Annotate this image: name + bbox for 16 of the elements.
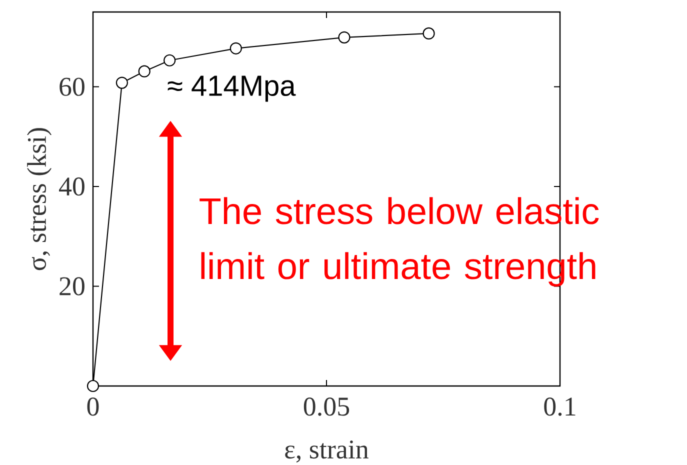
point	[422, 27, 435, 40]
x-tick-label: 0.05	[304, 398, 350, 416]
point	[230, 42, 242, 54]
point	[116, 76, 128, 89]
x-tick-label: 0.1	[544, 398, 576, 416]
x-axis-title: ε, strain	[285, 440, 368, 462]
point	[138, 65, 150, 78]
point	[86, 380, 100, 392]
point	[338, 31, 350, 44]
point	[164, 54, 176, 66]
y-tick-label: 40	[59, 177, 84, 196]
y-tick-label: 20	[60, 277, 84, 296]
y-tick-label: 60	[60, 78, 84, 96]
annotation: ≈ 414Mpa	[168, 76, 296, 102]
x-tick-label: 0	[87, 398, 99, 416]
y-axis-title: σ, stress (ksi)	[27, 128, 52, 270]
